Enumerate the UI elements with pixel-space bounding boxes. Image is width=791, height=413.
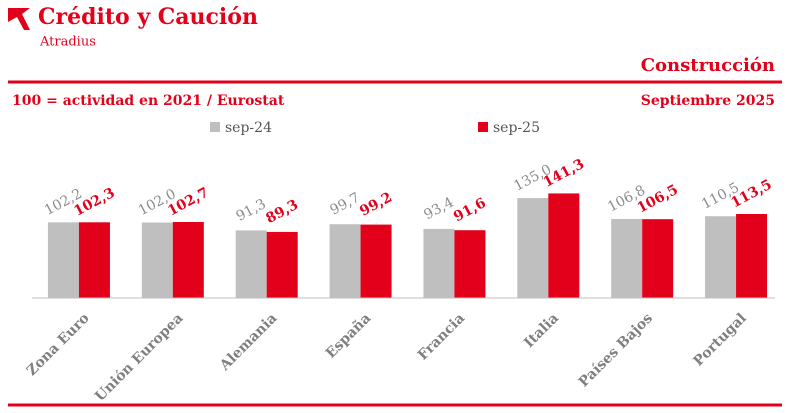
chart-title: Construcción (641, 55, 775, 76)
date: Septiembre 2025 (641, 93, 775, 109)
legend-swatch (478, 122, 488, 132)
bar (705, 216, 737, 298)
value-label: 91,3 (234, 196, 269, 225)
value-label: 99,2 (357, 190, 395, 220)
bar (235, 230, 267, 298)
x-tick-label: Países Bajos (576, 310, 656, 390)
bar (548, 193, 580, 298)
legend-swatch (210, 122, 220, 132)
legend-label: sep-25 (493, 120, 540, 136)
value-label: 141,3 (541, 156, 587, 191)
x-tick-label: Alemania (216, 310, 280, 374)
bar (47, 222, 79, 298)
logo (8, 8, 30, 30)
bar (642, 219, 674, 298)
x-tick-label: Portugal (691, 310, 750, 369)
bar (141, 222, 173, 298)
x-tick-label: España (322, 310, 374, 362)
sub-brand: Atradius (39, 35, 96, 50)
value-label: 99,7 (328, 190, 363, 219)
bar (360, 224, 392, 298)
bar (172, 222, 204, 298)
bar (266, 231, 298, 298)
bar (454, 230, 486, 298)
bar (329, 224, 361, 298)
bar (78, 222, 110, 298)
x-tick-label: Italia (521, 310, 562, 351)
value-label: 91,6 (451, 195, 489, 225)
value-label: 93,4 (421, 194, 456, 223)
bar (423, 228, 455, 298)
x-tick-label: Francia (415, 310, 468, 363)
value-label: 89,3 (263, 197, 301, 227)
bar (517, 198, 549, 298)
legend-label: sep-24 (225, 120, 272, 136)
x-tick-label: Zona Euro (24, 310, 93, 379)
subtitle: 100 = actividad en 2021 / Eurostat (12, 93, 285, 109)
brand: Crédito y Caución (38, 4, 258, 30)
bar (736, 214, 768, 298)
x-tick-label: Unión Europea (92, 310, 186, 404)
bar (611, 218, 643, 298)
